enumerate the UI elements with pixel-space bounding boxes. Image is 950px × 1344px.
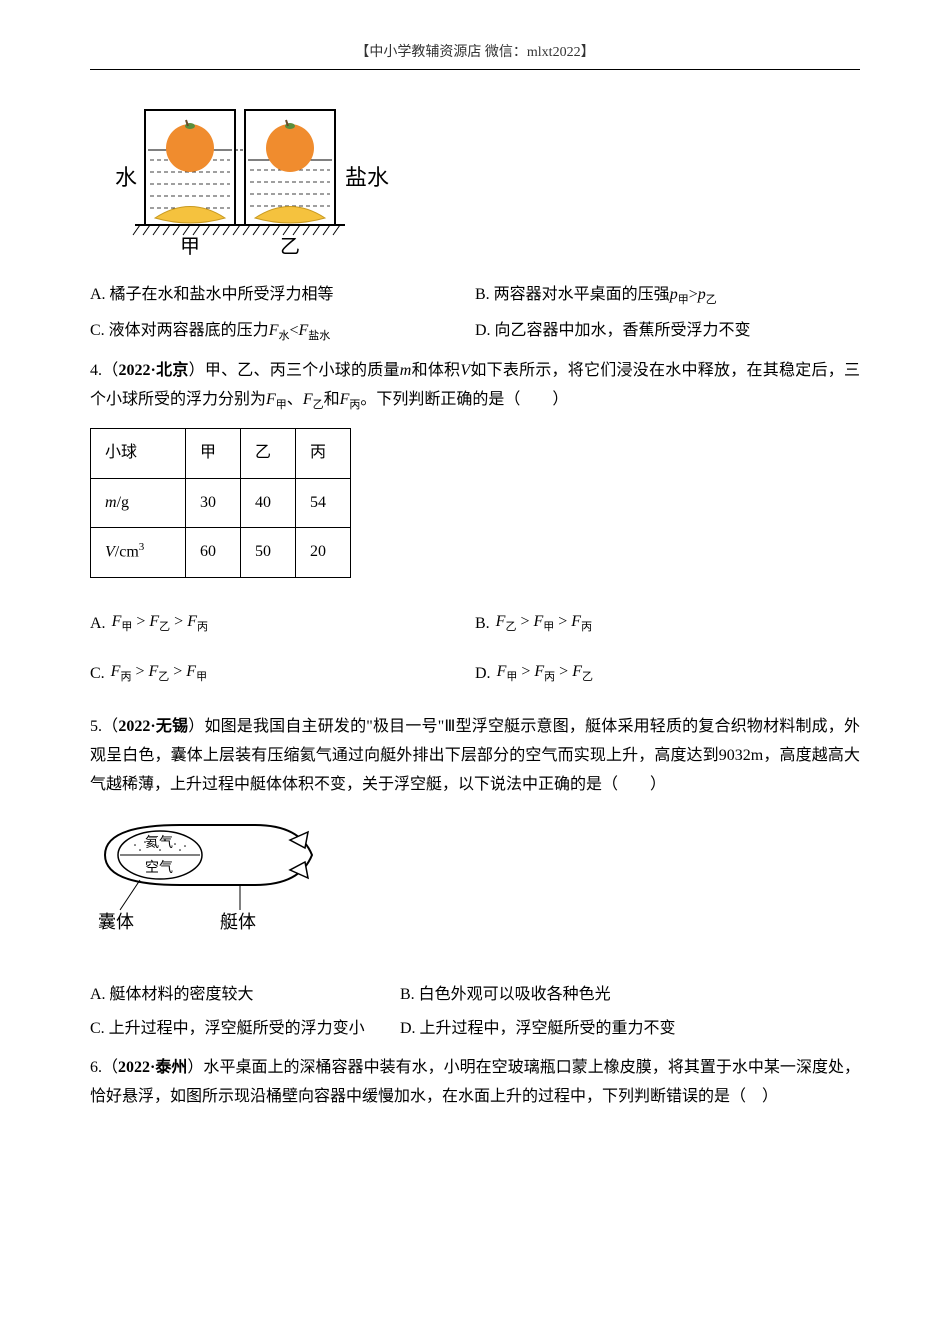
q5-option-b: B. 白色外观可以吸收各种色光 — [400, 981, 611, 1010]
q3-option-b: B. 两容器对水平桌面的压强p甲>p乙 — [475, 281, 860, 311]
beaker-figure: 水 盐水 — [100, 90, 860, 266]
q4-options: A. F甲 > F乙 > F丙 B. F乙 > F甲 > F丙 C. F丙 > … — [90, 598, 860, 698]
q4-option-d: D. F甲 > F丙 > F乙 — [475, 658, 860, 688]
table-cell: 40 — [241, 478, 296, 528]
q4-option-a: A. F甲 > F乙 > F丙 — [90, 608, 475, 638]
q3-options-row1: A. 橘子在水和盐水中所受浮力相等 B. 两容器对水平桌面的压强p甲>p乙 — [90, 281, 860, 311]
table-cell: V/cm3 — [91, 528, 186, 578]
q5-options-row2: C. 上升过程中，浮空艇所受的浮力变小 D. 上升过程中，浮空艇所受的重力不变 — [90, 1015, 860, 1044]
airship-figure: 氦气 空气 囊体 艇体 — [90, 810, 860, 951]
q4-option-c: C. F丙 > F乙 > F甲 — [90, 658, 475, 688]
q5-options-row1: A. 艇体材料的密度较大 B. 白色外观可以吸收各种色光 — [90, 981, 860, 1010]
svg-text:空气: 空气 — [145, 860, 173, 876]
svg-text:艇体: 艇体 — [220, 912, 256, 932]
question-5: 5.（2022·无锡）如图是我国自主研发的"极目一号"Ⅲ型浮空艇示意图，艇体采用… — [90, 713, 860, 1044]
question-6: 6.（2022·泰州）水平桌面上的深桶容器中装有水，小明在空玻璃瓶口蒙上橡皮膜，… — [90, 1054, 860, 1112]
table-cell: 20 — [296, 528, 351, 578]
table-cell: 54 — [296, 478, 351, 528]
q3-option-d: D. 向乙容器中加水，香蕉所受浮力不变 — [475, 317, 860, 347]
page-header: 【中小学教辅资源店 微信：mlxt2022】 — [90, 40, 860, 70]
svg-text:氦气: 氦气 — [145, 835, 173, 851]
q4-data-table: 小球 甲 乙 丙 m/g 30 40 54 V/cm3 60 50 20 — [90, 428, 351, 579]
table-header: 丙 — [296, 428, 351, 478]
table-header: 小球 — [91, 428, 186, 478]
saltwater-label: 盐水 — [345, 165, 389, 190]
table-header: 甲 — [186, 428, 241, 478]
q4-option-b: B. F乙 > F甲 > F丙 — [475, 608, 860, 638]
q3-options-row2: C. 液体对两容器底的压力F水<F盐水 D. 向乙容器中加水，香蕉所受浮力不变 — [90, 317, 860, 347]
water-label: 水 — [115, 165, 137, 190]
table-cell: 30 — [186, 478, 241, 528]
table-header: 乙 — [241, 428, 296, 478]
svg-text:囊体: 囊体 — [98, 912, 134, 932]
table-cell: 50 — [241, 528, 296, 578]
svg-text:乙: 乙 — [280, 236, 300, 255]
q5-option-d: D. 上升过程中，浮空艇所受的重力不变 — [400, 1015, 676, 1044]
table-cell: 60 — [186, 528, 241, 578]
q3-option-a: A. 橘子在水和盐水中所受浮力相等 — [90, 281, 475, 311]
svg-text:甲: 甲 — [180, 236, 200, 255]
q3-option-c: C. 液体对两容器底的压力F水<F盐水 — [90, 317, 475, 347]
table-cell: m/g — [91, 478, 186, 528]
question-4: 4.（2022·北京）甲、乙、丙三个小球的质量m和体积V如下表所示，将它们浸没在… — [90, 357, 860, 698]
q5-option-c: C. 上升过程中，浮空艇所受的浮力变小 — [90, 1015, 400, 1044]
q5-option-a: A. 艇体材料的密度较大 — [90, 981, 400, 1010]
